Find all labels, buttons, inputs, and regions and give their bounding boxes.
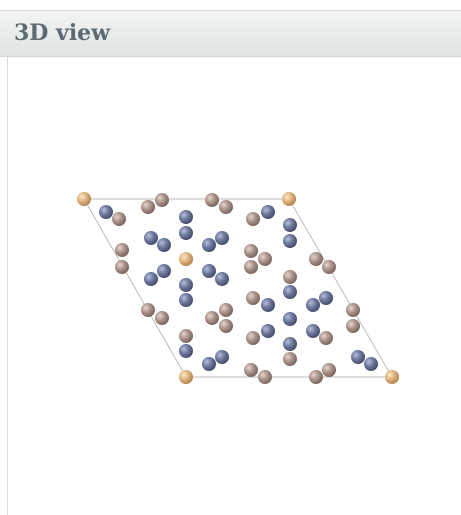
atom-brown [322, 363, 336, 377]
atom-blue [283, 337, 297, 351]
atom-blue [179, 226, 193, 240]
atom-brown [179, 329, 193, 343]
atom-blue [157, 238, 171, 252]
structure-view [0, 0, 461, 515]
atom-blue [179, 278, 193, 292]
atom-blue [261, 205, 275, 219]
atom-orange [282, 192, 296, 206]
atom-orange [77, 192, 91, 206]
atom-brown [319, 331, 333, 345]
atom-brown [141, 303, 155, 317]
atom-brown [244, 260, 258, 274]
atom-blue [215, 231, 229, 245]
atom-blue [202, 357, 216, 371]
unit-cell [84, 199, 392, 377]
atom-brown [115, 260, 129, 274]
atom-blue [283, 218, 297, 232]
atom-blue [215, 272, 229, 286]
atom-brown [205, 311, 219, 325]
atom-blue [283, 285, 297, 299]
atom-brown [244, 363, 258, 377]
atom-brown [283, 270, 297, 284]
atom-brown [246, 331, 260, 345]
atom-blue [202, 264, 216, 278]
atoms [77, 192, 399, 384]
atom-brown [246, 291, 260, 305]
atom-brown [309, 370, 323, 384]
atom-blue [179, 210, 193, 224]
atom-brown [322, 260, 336, 274]
atom-brown [258, 252, 272, 266]
atom-blue [283, 312, 297, 326]
atom-blue [144, 272, 158, 286]
atom-brown [219, 319, 233, 333]
atom-blue [261, 298, 275, 312]
atom-brown [244, 244, 258, 258]
atom-brown [346, 319, 360, 333]
atom-brown [155, 311, 169, 325]
atom-orange [179, 252, 193, 266]
atom-orange [179, 370, 193, 384]
atom-blue [283, 234, 297, 248]
atom-brown [309, 252, 323, 266]
atom-brown [219, 303, 233, 317]
atom-blue [144, 231, 158, 245]
atom-blue [179, 344, 193, 358]
atom-blue [215, 350, 229, 364]
atom-brown [246, 212, 260, 226]
atom-blue [202, 238, 216, 252]
atom-brown [205, 193, 219, 207]
atom-blue [364, 357, 378, 371]
atom-blue [99, 205, 113, 219]
atom-blue [306, 324, 320, 338]
atom-brown [115, 243, 129, 257]
atom-blue [179, 293, 193, 307]
atom-blue [319, 291, 333, 305]
viewer-panel: 3D view [0, 0, 461, 515]
atom-blue [157, 264, 171, 278]
atom-brown [141, 200, 155, 214]
atom-orange [385, 370, 399, 384]
atom-brown [258, 370, 272, 384]
atom-blue [351, 350, 365, 364]
atom-brown [112, 212, 126, 226]
atom-brown [346, 303, 360, 317]
atom-blue [261, 324, 275, 338]
atom-blue [306, 298, 320, 312]
atom-brown [219, 200, 233, 214]
atom-brown [155, 193, 169, 207]
atom-brown [283, 352, 297, 366]
